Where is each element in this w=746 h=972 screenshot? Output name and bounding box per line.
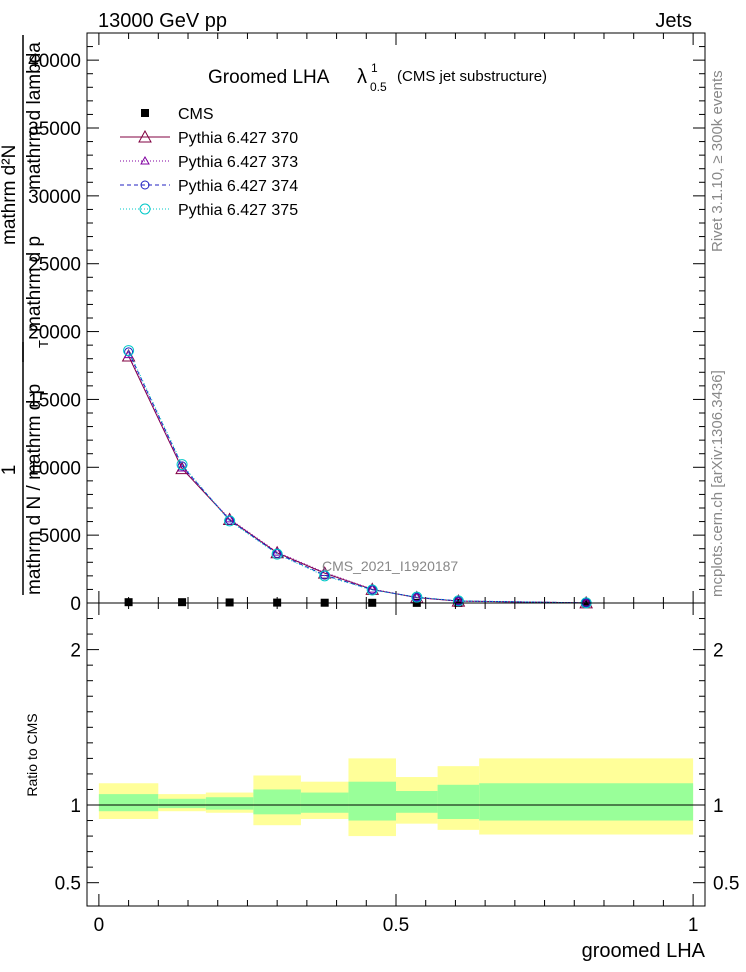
ratio-inner-band (437, 784, 480, 819)
ratio-inner-band (396, 791, 438, 813)
ratio-y-tick-label-right: 1 (713, 796, 724, 817)
ratio-y-tick-label-left: 1 (70, 796, 81, 817)
data-point (271, 548, 283, 560)
ratio-bands (98, 758, 694, 837)
analysis-watermark: CMS_2021_I1920187 (322, 558, 458, 574)
data-point (367, 584, 378, 593)
ratio-inner-band (158, 798, 206, 809)
mcplots-label: mcplots.cern.ch [arXiv:1306.3436] (709, 370, 726, 597)
main-y-tick-label: 40000 (28, 51, 81, 72)
ylabel-denominator-two: mathrm d p (24, 236, 45, 332)
legend-label: Pythia 6.427 375 (178, 202, 298, 219)
data-point (224, 515, 236, 527)
header-jets-label: Jets (655, 10, 692, 32)
legend-label: Pythia 6.427 374 (178, 178, 298, 195)
ylabel-denominator-one: mathrm d N / mathrm d p (24, 384, 45, 595)
main-y-tick-label: 35000 (28, 119, 81, 140)
main-y-tick-label: 30000 (28, 187, 81, 208)
data-point (178, 598, 187, 607)
x-axis-label: groomed LHA (582, 940, 706, 962)
ratio-inner-band (348, 781, 396, 821)
x-tick-label: 1 (688, 915, 699, 936)
data-point (366, 584, 378, 596)
x-tick-label: 0 (94, 915, 105, 936)
ylabel-numerator-two: mathrm d²N (0, 145, 20, 245)
x-axis: 0 0.5 1 (94, 603, 699, 936)
legend-marker (140, 180, 150, 190)
ratio-y-axis: 0.5 0.5 1 1 2 2 (55, 618, 739, 895)
legend-marker (138, 129, 152, 143)
main-y-tick-label: 15000 (28, 390, 81, 411)
legend-marker (139, 203, 151, 215)
ratio-panel-frame (86, 602, 706, 907)
title-suffix: (CMS jet substructure) (397, 68, 547, 85)
data-point (124, 598, 133, 607)
title-subscript: 0.5 (370, 80, 387, 94)
ylabel-numerator-one: 1 (0, 465, 20, 476)
header-energy-label: 13000 GeV pp (98, 10, 227, 32)
main-y-tick-label: 0 (70, 594, 81, 615)
plot-title: Groomed LHA λ 1 0.5 (CMS jet substructur… (208, 61, 547, 94)
data-point (365, 582, 380, 595)
legend-label: Pythia 6.427 370 (178, 130, 298, 147)
legend: CMS Pythia 6.427 370 Pythia 6.427 373 Pythi… (120, 106, 298, 219)
data-point (319, 570, 331, 582)
ratio-y-tick-label-left: 2 (70, 641, 81, 662)
ratio-inner-band (253, 789, 301, 815)
ratio-inner-band (300, 792, 349, 813)
data-point (225, 598, 234, 607)
rivet-version-label: Rivet 3.1.10, ≥ 300k events (709, 70, 726, 252)
data-point (224, 513, 235, 523)
data-point (123, 345, 135, 357)
title-superscript: 1 (371, 61, 378, 75)
ratio-y-tick-label-right: 0.5 (713, 874, 739, 895)
series-line (128, 350, 587, 604)
data-point (411, 591, 423, 603)
series-pythia-6-427-375 (123, 345, 592, 609)
ratio-inner-band (98, 794, 159, 812)
main-y-tick-label: 25000 (28, 255, 81, 276)
main-y-axis: 0 5000 10000 15000 20000 25000 30000 35000 40000 (28, 32, 705, 615)
ratio-inner-band (205, 797, 254, 810)
title-main: Groomed LHA (208, 67, 330, 88)
ylabel-sub-t: T (36, 340, 51, 348)
main-y-tick-label: 20000 (28, 323, 81, 344)
ylabel-denominator-lambda: mathrm d lambda (24, 42, 45, 190)
main-y-tick-label: 5000 (39, 526, 81, 547)
legend-label: CMS (178, 106, 214, 123)
data-point (176, 459, 188, 471)
ratio-y-tick-label-left: 0.5 (55, 874, 81, 895)
legend-marker (141, 109, 149, 117)
data-point (367, 585, 377, 595)
main-y-tick-label: 10000 (28, 458, 81, 479)
x-tick-label: 0.5 (383, 915, 409, 936)
legend-label: Pythia 6.427 373 (178, 154, 298, 171)
series-line (128, 351, 587, 604)
ratio-inner-band (479, 783, 694, 821)
main-ylabel: 1 mathrm d N / mathrm d p mathrm d²N mat… (0, 35, 51, 595)
ratio-y-tick-label-right: 2 (713, 641, 724, 662)
title-lambda: λ (357, 66, 367, 88)
ratio-ylabel: Ratio to CMS (24, 713, 40, 796)
data-point (123, 349, 134, 359)
legend-marker (140, 155, 150, 165)
data-point (452, 595, 464, 607)
